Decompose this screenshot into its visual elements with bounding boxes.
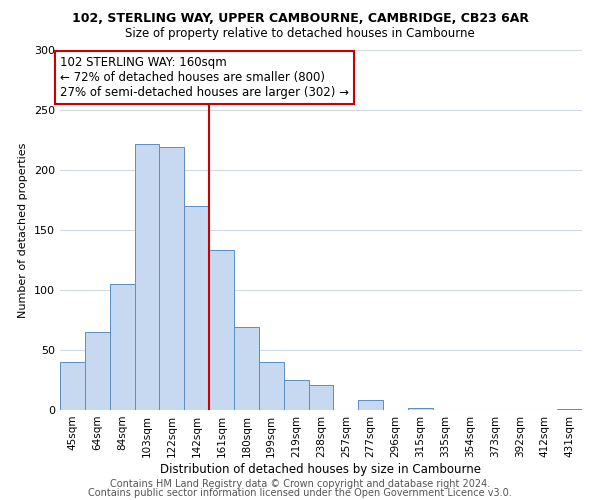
Bar bbox=[60, 362, 85, 410]
Text: 102, STERLING WAY, UPPER CAMBOURNE, CAMBRIDGE, CB23 6AR: 102, STERLING WAY, UPPER CAMBOURNE, CAMB… bbox=[71, 12, 529, 26]
Y-axis label: Number of detached properties: Number of detached properties bbox=[19, 142, 28, 318]
Bar bbox=[557, 409, 582, 410]
Bar bbox=[308, 385, 334, 410]
Bar bbox=[85, 332, 110, 410]
Text: 102 STERLING WAY: 160sqm
← 72% of detached houses are smaller (800)
27% of semi-: 102 STERLING WAY: 160sqm ← 72% of detach… bbox=[60, 56, 349, 99]
Bar bbox=[209, 250, 234, 410]
Bar bbox=[234, 327, 259, 410]
Bar bbox=[134, 144, 160, 410]
Text: Size of property relative to detached houses in Cambourne: Size of property relative to detached ho… bbox=[125, 28, 475, 40]
Bar bbox=[259, 362, 284, 410]
Bar bbox=[110, 284, 134, 410]
Text: Contains public sector information licensed under the Open Government Licence v3: Contains public sector information licen… bbox=[88, 488, 512, 498]
Bar bbox=[160, 147, 184, 410]
Bar bbox=[408, 408, 433, 410]
X-axis label: Distribution of detached houses by size in Cambourne: Distribution of detached houses by size … bbox=[161, 462, 482, 475]
Bar bbox=[358, 400, 383, 410]
Bar bbox=[284, 380, 308, 410]
Text: Contains HM Land Registry data © Crown copyright and database right 2024.: Contains HM Land Registry data © Crown c… bbox=[110, 479, 490, 489]
Bar bbox=[184, 206, 209, 410]
